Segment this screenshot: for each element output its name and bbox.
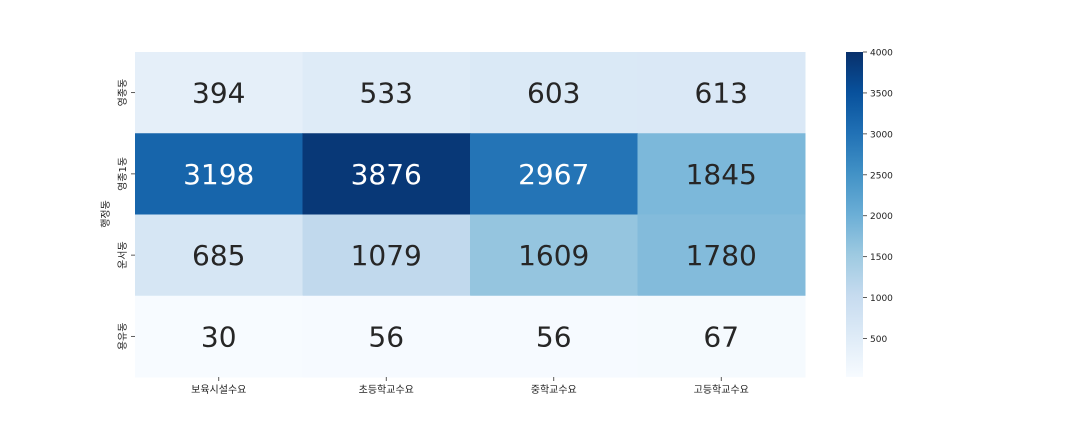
colorbar-tick-label: 1000 xyxy=(870,294,893,304)
cell-value-label: 3198 xyxy=(183,158,254,191)
heatmap-cell xyxy=(302,52,471,134)
y-tick-label: 영종동 xyxy=(117,79,129,107)
colorbar-tick-label: 1500 xyxy=(870,253,893,263)
x-tick-label: 보육시설수요 xyxy=(191,384,246,396)
cell-value-label: 394 xyxy=(192,77,245,110)
heatmap-cell xyxy=(470,214,638,297)
heatmap-cell xyxy=(470,52,638,134)
heatmap-cell xyxy=(637,214,806,297)
y-tick-label: 영종1동 xyxy=(117,157,129,191)
cell-value-label: 533 xyxy=(360,77,413,110)
colorbar-tick-label: 500 xyxy=(870,335,887,345)
heatmap-cell xyxy=(302,214,471,297)
heatmap-cell xyxy=(637,52,806,134)
heatmap-cell xyxy=(637,133,806,215)
heatmap-cell xyxy=(637,295,806,378)
heatmap-cell xyxy=(470,133,638,215)
heatmap-cell xyxy=(135,133,303,215)
heatmap-cell xyxy=(135,295,303,378)
heatmap-cell xyxy=(302,133,471,215)
cell-value-label: 1780 xyxy=(686,239,757,272)
heatmap-cell xyxy=(470,295,638,378)
cell-value-label: 67 xyxy=(703,320,739,353)
colorbar-tick-label: 2500 xyxy=(870,171,893,181)
y-axis-label: 행정동 xyxy=(100,200,112,228)
colorbar-tick-label: 3000 xyxy=(870,130,893,140)
cell-value-label: 603 xyxy=(527,77,580,110)
cell-value-label: 30 xyxy=(201,320,237,353)
colorbar-tick-label: 2000 xyxy=(870,212,893,222)
cell-value-label: 685 xyxy=(192,239,245,272)
heatmap-cell xyxy=(135,214,303,297)
cell-value-label: 1609 xyxy=(518,239,589,272)
x-tick-label: 중학교수요 xyxy=(531,384,577,396)
cell-value-label: 56 xyxy=(368,320,404,353)
cell-value-label: 1845 xyxy=(686,158,757,191)
cell-value-label: 613 xyxy=(695,77,748,110)
y-tick-label: 운서동 xyxy=(117,241,129,269)
colorbar xyxy=(846,52,863,377)
colorbar-tick-label: 3500 xyxy=(870,89,893,99)
heatmap-cell xyxy=(135,52,303,134)
cell-value-label: 2967 xyxy=(518,158,589,191)
cell-value-label: 3876 xyxy=(351,158,422,191)
x-tick-label: 고등학교수요 xyxy=(694,384,749,396)
x-tick-label: 초등학교수요 xyxy=(359,384,414,396)
heatmap-cell xyxy=(302,295,471,378)
y-tick-label: 용유동 xyxy=(117,323,129,351)
cell-value-label: 56 xyxy=(536,320,572,353)
cell-value-label: 1079 xyxy=(351,239,422,272)
colorbar-tick-label: 4000 xyxy=(870,49,893,59)
